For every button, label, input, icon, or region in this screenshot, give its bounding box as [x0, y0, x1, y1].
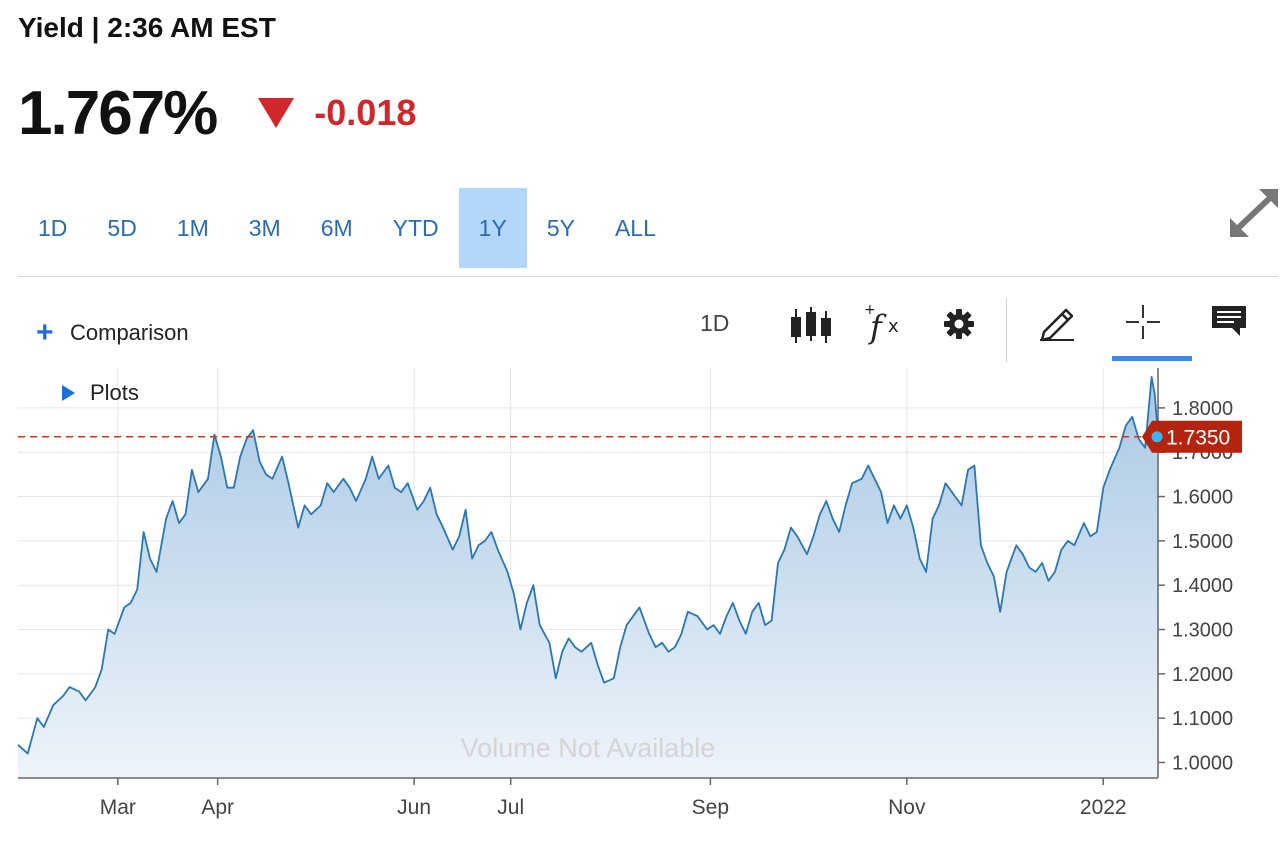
toolbar-separator: [1006, 298, 1007, 362]
y-tick-label: 1.6000: [1172, 487, 1233, 509]
tab-1d[interactable]: 1D: [38, 215, 68, 241]
series-line: [17, 376, 1159, 755]
y-tick-label: 1.5000: [1172, 531, 1233, 553]
y-tick-label: 1.7000: [1172, 442, 1233, 464]
plots-toggle[interactable]: Plots: [62, 380, 139, 406]
comment-icon[interactable]: [1210, 304, 1248, 338]
x-tick-label: 2022: [1080, 796, 1127, 819]
tab-1m[interactable]: 1M: [176, 215, 209, 241]
quote-summary: 1.767% -0.018: [18, 78, 416, 148]
expand-triangle-icon: [62, 385, 75, 401]
pencil-icon[interactable]: [1036, 300, 1078, 342]
comparison-button[interactable]: + Comparison: [36, 316, 189, 350]
tab-3m[interactable]: 3M: [248, 215, 281, 241]
tab-all[interactable]: ALL: [614, 215, 656, 241]
volume-watermark: Volume Not Available: [461, 733, 716, 763]
svg-text:+: +: [864, 302, 876, 318]
x-tick-label: Jun: [397, 796, 431, 819]
tab-6m[interactable]: 6M: [320, 215, 353, 241]
tab-5d[interactable]: 5D: [107, 215, 137, 241]
interval-selector[interactable]: 1D: [700, 310, 730, 336]
x-tick-label: Jul: [497, 796, 524, 819]
yield-change: -0.018: [314, 92, 417, 133]
plots-label: Plots: [90, 380, 139, 405]
expand-icon[interactable]: [1226, 186, 1282, 240]
y-tick-label: 1.0000: [1172, 752, 1233, 774]
comparison-label: Comparison: [70, 320, 189, 345]
y-tick-label: 1.8000: [1172, 398, 1233, 420]
y-tick-label: 1.1000: [1172, 708, 1233, 730]
x-tick-label: Sep: [692, 796, 729, 819]
y-tick-label: 1.4000: [1172, 575, 1233, 597]
plus-icon: +: [36, 316, 54, 349]
gear-icon[interactable]: [943, 308, 975, 340]
range-tabs: 1D 5D 1M 3M 6M YTD 1Y 5Y ALL: [18, 188, 676, 268]
down-arrow-icon: [258, 98, 295, 128]
y-tick-label: 1.3000: [1172, 620, 1233, 642]
active-tool-indicator: [1112, 356, 1192, 361]
y-tick-label: 1.2000: [1172, 664, 1233, 686]
function-icon[interactable]: + f x: [862, 300, 906, 346]
yield-value: 1.767%: [18, 78, 218, 148]
candlestick-icon[interactable]: [790, 305, 832, 345]
tab-5y[interactable]: 5Y: [546, 215, 575, 241]
x-tick-label: Nov: [888, 796, 926, 819]
svg-text:x: x: [888, 316, 899, 337]
x-tick-label: Apr: [201, 796, 234, 819]
last-value-label: 1.7350: [1166, 427, 1230, 450]
crosshair-icon[interactable]: [1124, 303, 1162, 341]
last-value-dot: [1151, 431, 1163, 443]
x-tick-label: Mar: [100, 796, 136, 819]
area-fill: [18, 376, 1158, 778]
tab-1y[interactable]: 1Y: [458, 188, 527, 268]
tab-ytd[interactable]: YTD: [392, 215, 439, 241]
header-divider: [18, 276, 1278, 277]
page-title: Yield | 2:36 AM EST: [18, 12, 276, 43]
svg-text:f: f: [868, 308, 887, 346]
last-value-tag: [1142, 420, 1242, 453]
